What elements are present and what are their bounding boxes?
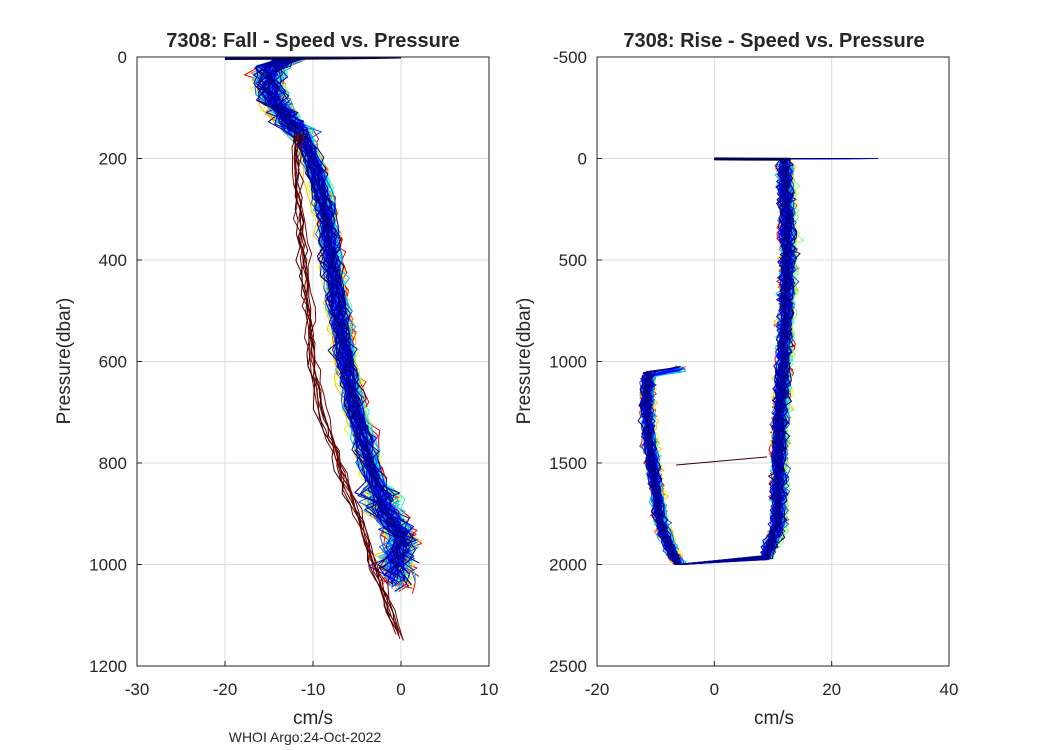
fall-profile-line — [258, 57, 405, 573]
y-tick-label: 600 — [99, 353, 127, 372]
rise-profile-line — [641, 158, 790, 565]
rise-x-ticks: -20 0 20 40 — [585, 661, 959, 699]
y-tick-label: 1000 — [89, 556, 127, 575]
x-tick-label: -10 — [301, 680, 326, 699]
fall-x-axis-label: cm/s — [293, 708, 333, 729]
fall-profile-line — [257, 57, 411, 584]
fall-y-axis-label: Pressure(dbar) — [54, 298, 75, 425]
rise-y-ticks: -500 0 500 1000 1500 2000 2500 — [549, 48, 602, 676]
y-tick-label: 1200 — [89, 657, 127, 676]
x-tick-label: 0 — [396, 680, 405, 699]
x-tick-label: -30 — [125, 680, 150, 699]
y-tick-label: 2500 — [549, 657, 587, 676]
fall-profile-line-slow — [294, 132, 404, 641]
fall-x-ticks: -30 -20 -10 0 10 — [125, 661, 499, 699]
x-tick-label: 10 — [480, 680, 499, 699]
fall-profiles — [224, 57, 423, 641]
rise-outlier-segment — [676, 456, 768, 466]
y-tick-label: 500 — [559, 251, 587, 270]
x-tick-label: 40 — [940, 680, 959, 699]
y-tick-label: 0 — [118, 48, 127, 67]
rise-profile-line — [645, 158, 792, 565]
x-tick-label: 20 — [822, 680, 841, 699]
y-tick-label: 400 — [99, 251, 127, 270]
fall-y-ticks: 0 200 400 600 800 1000 1200 — [89, 48, 142, 676]
y-tick-label: 200 — [99, 150, 127, 169]
fall-profile-line — [272, 57, 416, 579]
x-tick-label: -20 — [213, 680, 238, 699]
y-tick-label: 2000 — [549, 556, 587, 575]
rise-x-axis-label: cm/s — [754, 708, 794, 729]
x-tick-label: -20 — [585, 680, 610, 699]
footer-credit: WHOI Argo:24-Oct-2022 — [229, 729, 382, 745]
y-tick-label: 1500 — [549, 454, 587, 473]
y-tick-label: 800 — [99, 454, 127, 473]
fall-chart-title: 7308: Fall - Speed vs. Pressure — [166, 30, 460, 52]
rise-y-axis-label: Pressure(dbar) — [514, 298, 535, 425]
fall-profile-line — [270, 57, 406, 559]
rise-chart-title: 7308: Rise - Speed vs. Pressure — [623, 30, 924, 52]
x-tick-label: 0 — [710, 680, 719, 699]
rise-profile-line — [645, 158, 795, 565]
fall-profile-line-slow — [297, 132, 404, 640]
fall-profile-line-slow — [293, 133, 398, 631]
y-tick-label: -500 — [553, 48, 587, 67]
rise-profiles — [637, 157, 879, 565]
fall-profile-line-slow — [294, 133, 397, 628]
fall-profile-line — [256, 57, 410, 588]
y-tick-label: 0 — [578, 150, 587, 169]
y-tick-label: 1000 — [549, 353, 587, 372]
rise-chart: -20 0 20 40 -500 0 500 1000 1500 2000 2500 7308: … — [514, 30, 958, 729]
